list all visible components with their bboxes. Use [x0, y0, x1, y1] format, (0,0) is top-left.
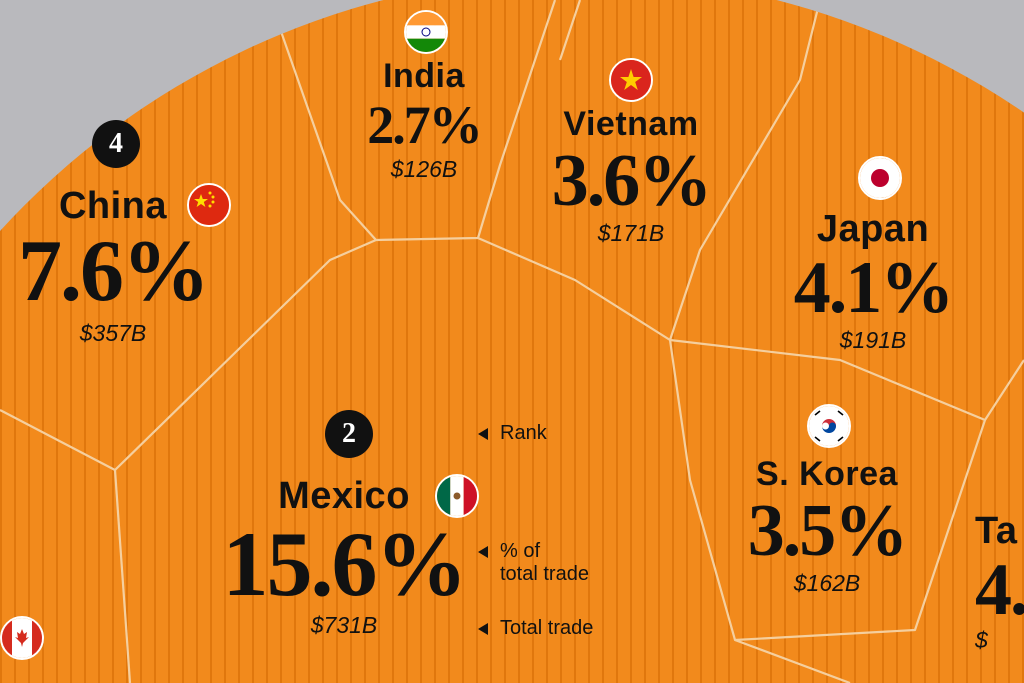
mexico-label-group: Mexico 15.6% $731B: [222, 475, 468, 639]
trade-amount: $171B: [597, 220, 665, 246]
china-label-group: China 7.6% $357B: [18, 185, 210, 347]
percent-value: 4.1%: [793, 247, 954, 329]
japan-cell-border: [669, 338, 1024, 422]
trade-amount: $357B: [79, 320, 147, 346]
vietnam-flag-icon: [609, 58, 653, 102]
legend-arrow-icon: [478, 622, 488, 635]
japan-flag-icon: [858, 156, 902, 200]
percent-value: 15.6%: [222, 513, 468, 615]
korea-cell-border: [734, 419, 987, 642]
percent-value: 2.7%: [367, 95, 482, 155]
trade-amount: $162B: [793, 570, 861, 596]
legend-pct: % of total trade: [478, 540, 589, 586]
country-name: China: [58, 185, 168, 227]
india-label-group: India 2.7% $126B: [367, 57, 482, 183]
country-name: Ta: [975, 510, 1018, 552]
country-name: Vietnam: [563, 105, 699, 143]
country-name: Mexico: [278, 475, 410, 517]
canada-flag-icon: [0, 616, 44, 660]
legend-pct-text-2: total trade: [500, 563, 589, 585]
legend-arrow-icon: [478, 427, 488, 440]
cropped-label-group: Ta 4. $: [975, 510, 1024, 654]
percent-value: 4.: [975, 549, 1024, 631]
trade-amount: $126B: [390, 156, 458, 182]
canada-cell-border: [113, 469, 132, 683]
top-divider: [558, 0, 582, 61]
trade-amount: $731B: [310, 612, 378, 638]
china-cell-border: [0, 238, 377, 472]
country-name: India: [383, 57, 465, 95]
vietnam-cell-border: [477, 0, 822, 342]
legend-rank: Rank: [478, 422, 547, 445]
legend-pct-text-1: % of: [500, 540, 541, 562]
india-cell-border: [268, 0, 557, 242]
legend-amount: Total trade: [478, 617, 593, 640]
percent-value: 3.5%: [747, 490, 908, 572]
trade-amount: $191B: [839, 327, 907, 353]
china-flag-icon: [187, 183, 231, 227]
rank-badge: 2: [325, 410, 373, 458]
percent-value: 7.6%: [18, 223, 210, 320]
mexico-flag-icon: [435, 474, 479, 518]
south-korea-flag-icon: [807, 404, 851, 448]
japan-label-group: Japan 4.1% $191B: [793, 208, 954, 354]
country-name: Japan: [816, 208, 930, 250]
country-name: S. Korea: [756, 455, 898, 493]
mexico-korea-border: [668, 339, 851, 683]
trade-amount: $: [975, 627, 988, 653]
vietnam-label-group: Vietnam 3.6% $171B: [551, 105, 712, 247]
legend-rank-text: Rank: [500, 422, 547, 444]
india-flag-icon: [404, 10, 448, 54]
korea-label-group: S. Korea 3.5% $162B: [747, 455, 908, 597]
rank-badge: 4: [92, 120, 140, 168]
legend-arrow-icon: [478, 545, 488, 558]
percent-value: 3.6%: [551, 140, 712, 222]
legend-amount-text: Total trade: [500, 617, 594, 639]
